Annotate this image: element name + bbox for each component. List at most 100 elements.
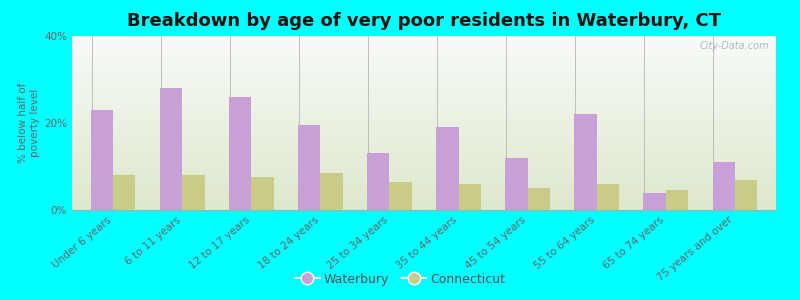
Bar [72, 132, 776, 133]
Bar [72, 170, 776, 171]
Bar [72, 81, 776, 82]
Bar [72, 104, 776, 105]
Bar [458, 184, 481, 210]
Bar [72, 85, 776, 86]
Bar [72, 100, 776, 101]
Bar [72, 168, 776, 169]
Bar [72, 47, 776, 48]
Bar [72, 128, 776, 129]
Bar [72, 38, 776, 39]
Bar [72, 159, 776, 160]
Bar [72, 56, 776, 57]
Bar [72, 161, 776, 162]
Bar [72, 36, 776, 37]
Bar [72, 46, 776, 47]
Bar [72, 189, 776, 190]
Bar [72, 186, 776, 187]
Bar [72, 163, 776, 164]
Bar [72, 203, 776, 204]
Bar [72, 185, 776, 186]
Bar [72, 153, 776, 154]
Bar [72, 124, 776, 125]
Bar [72, 78, 776, 79]
Bar [72, 96, 776, 97]
Bar [72, 208, 776, 209]
Bar [230, 97, 251, 210]
Bar [72, 49, 776, 50]
Bar [72, 69, 776, 70]
Bar [72, 83, 776, 84]
Bar [527, 188, 550, 210]
Bar [72, 116, 776, 117]
Bar [72, 193, 776, 194]
Bar [72, 173, 776, 174]
Bar [72, 114, 776, 115]
Bar [72, 162, 776, 163]
Bar [72, 75, 776, 76]
Bar [72, 85, 776, 86]
Bar [72, 60, 776, 61]
Bar [72, 127, 776, 128]
Text: City-Data.com: City-Data.com [699, 41, 769, 51]
Bar [72, 198, 776, 199]
Bar [72, 144, 776, 145]
Bar [72, 195, 776, 196]
Bar [72, 70, 776, 71]
Bar [72, 120, 776, 121]
Bar [72, 200, 776, 201]
Bar [72, 42, 776, 43]
Bar [72, 106, 776, 107]
Bar [666, 190, 688, 210]
Bar [72, 105, 776, 106]
Bar [72, 155, 776, 156]
Bar [72, 44, 776, 45]
Bar [72, 174, 776, 175]
Bar [72, 109, 776, 110]
Bar [72, 77, 776, 78]
Bar [574, 114, 597, 210]
Bar [643, 193, 666, 210]
Bar [72, 125, 776, 126]
Legend: Waterbury, Connecticut: Waterbury, Connecticut [290, 268, 510, 291]
Bar [713, 162, 734, 210]
Bar [72, 206, 776, 207]
Bar [72, 158, 776, 159]
Bar [72, 51, 776, 52]
Bar [72, 48, 776, 49]
Bar [72, 103, 776, 104]
Bar [72, 101, 776, 102]
Bar [72, 146, 776, 147]
Bar [72, 111, 776, 112]
Bar [72, 205, 776, 206]
Bar [72, 201, 776, 202]
Bar [437, 127, 458, 210]
Bar [734, 179, 757, 210]
Bar [72, 140, 776, 141]
Bar [72, 121, 776, 122]
Bar [72, 53, 776, 54]
Bar [72, 107, 776, 108]
Bar [72, 108, 776, 109]
Bar [72, 90, 776, 91]
Bar [72, 197, 776, 198]
Bar [506, 158, 527, 210]
Bar [72, 207, 776, 208]
Bar [72, 183, 776, 184]
Bar [72, 133, 776, 134]
Bar [72, 76, 776, 77]
Bar [72, 57, 776, 58]
Bar [72, 177, 776, 178]
Bar [72, 164, 776, 165]
Bar [72, 152, 776, 153]
Bar [72, 126, 776, 127]
Bar [72, 142, 776, 143]
Bar [72, 92, 776, 93]
Bar [72, 102, 776, 103]
Bar [72, 154, 776, 155]
Bar [72, 98, 776, 99]
Bar [72, 182, 776, 183]
Bar [182, 175, 205, 210]
Bar [72, 175, 776, 176]
Bar [72, 55, 776, 56]
Bar [72, 73, 776, 74]
